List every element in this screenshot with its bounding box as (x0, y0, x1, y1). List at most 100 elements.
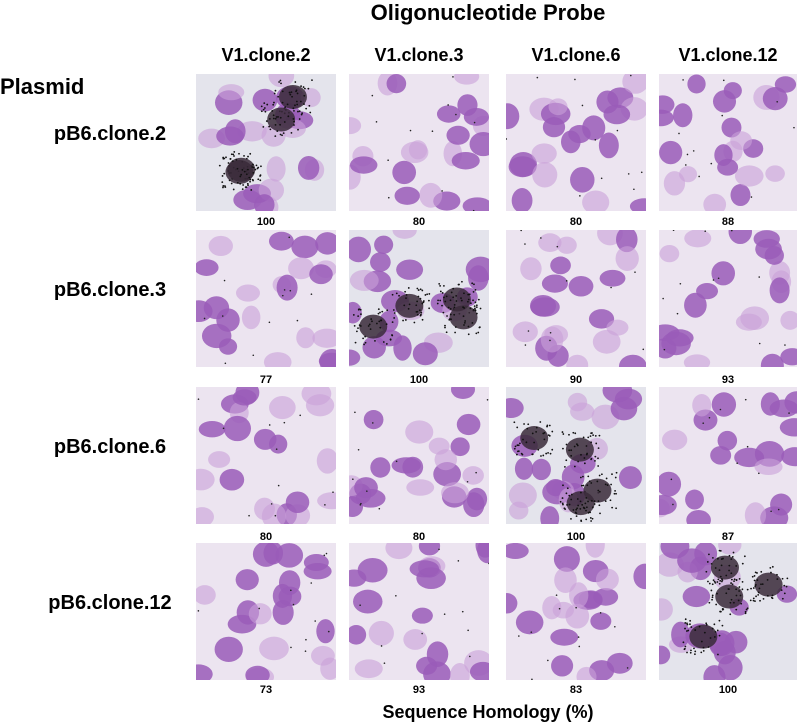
grain (718, 582, 721, 585)
grain (478, 326, 481, 329)
grain (460, 297, 462, 300)
grain (305, 638, 307, 641)
grain (771, 594, 774, 597)
grain (704, 230, 707, 232)
cell (703, 665, 726, 680)
grain (380, 645, 383, 647)
grain (398, 294, 400, 297)
cell (349, 236, 372, 263)
column-header: V1.clone.12 (678, 45, 777, 65)
grain (551, 430, 554, 433)
grain (703, 631, 706, 634)
cell (218, 84, 245, 101)
grain (609, 499, 612, 502)
grain (383, 662, 386, 664)
grain (588, 480, 591, 483)
cell (198, 421, 226, 438)
grain (751, 575, 754, 578)
grain (290, 646, 292, 649)
grain (770, 510, 772, 513)
grain (250, 189, 253, 191)
grain (379, 311, 381, 314)
grain (721, 579, 724, 581)
grain (441, 190, 443, 192)
grain (776, 573, 778, 576)
grain (228, 179, 231, 182)
cell (291, 235, 319, 259)
grain (421, 289, 424, 292)
grain (583, 457, 586, 459)
grain (615, 471, 618, 474)
grain (441, 304, 443, 307)
grain (454, 326, 457, 328)
micrograph (196, 230, 336, 367)
grain (437, 299, 439, 302)
grain (716, 629, 719, 632)
grain (467, 325, 470, 328)
grain (279, 123, 282, 126)
grain (756, 572, 758, 574)
grain (438, 548, 440, 551)
grain (583, 507, 585, 509)
grain (247, 155, 249, 158)
grain (683, 648, 686, 651)
grain (268, 117, 271, 120)
cell (765, 165, 785, 182)
grain (758, 342, 761, 345)
grain (735, 565, 738, 567)
grain (715, 603, 718, 606)
grain (473, 121, 476, 124)
labeled-cell (449, 305, 478, 330)
cell (659, 338, 677, 359)
cell (469, 661, 489, 680)
grain (719, 579, 722, 582)
cell (592, 329, 621, 354)
cell (565, 603, 590, 629)
grain (272, 117, 275, 120)
grain (565, 492, 568, 495)
grain (282, 132, 285, 135)
grain (252, 163, 254, 166)
grain (260, 110, 263, 113)
grain (474, 288, 477, 291)
cell (450, 437, 470, 457)
grain (581, 104, 584, 107)
cell (711, 392, 737, 417)
grain (455, 294, 458, 297)
grain (562, 503, 564, 506)
grain (711, 594, 714, 597)
cell (386, 74, 407, 94)
homology-value: 90 (570, 374, 582, 386)
grain (760, 570, 763, 573)
cell (406, 479, 435, 496)
cells (512, 230, 646, 367)
grain (630, 74, 632, 77)
grain (247, 168, 249, 171)
grain (311, 79, 313, 82)
cell (457, 94, 478, 116)
cell (585, 543, 605, 558)
grain (594, 459, 596, 462)
labeled-cell (359, 314, 388, 339)
grain (292, 603, 295, 606)
grain (576, 498, 579, 500)
cell (408, 140, 428, 160)
grain (520, 230, 522, 232)
grain (587, 475, 590, 478)
micrograph (349, 74, 489, 211)
figure-title: Oligonucleotide Probe (371, 0, 606, 25)
grain (444, 300, 447, 303)
grain (732, 601, 735, 604)
grain (263, 107, 266, 109)
grain (382, 341, 385, 343)
grain (272, 114, 275, 117)
grain (582, 475, 584, 478)
grain (241, 188, 244, 191)
grain (227, 162, 230, 164)
grain (540, 455, 542, 457)
grain (457, 283, 460, 286)
cell (553, 546, 580, 572)
cell (462, 197, 489, 211)
cell (781, 447, 797, 467)
cell (223, 415, 252, 442)
